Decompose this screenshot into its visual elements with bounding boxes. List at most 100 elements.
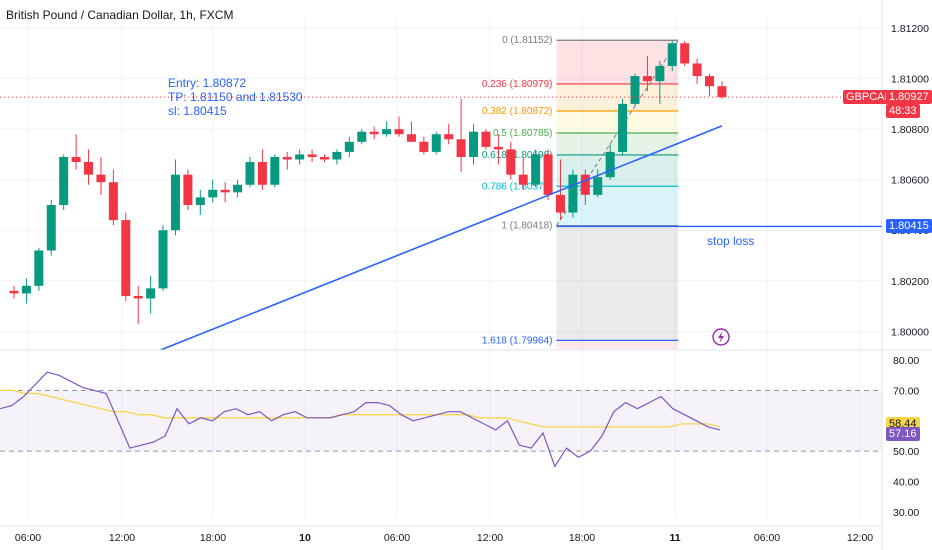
- candle-body: [9, 290, 19, 294]
- candle-body: [469, 131, 479, 157]
- candle-body: [680, 43, 690, 64]
- candle-body: [121, 220, 131, 296]
- candle-body: [183, 174, 193, 205]
- candle-body: [208, 189, 218, 198]
- price-tick-label: 1.80200: [891, 276, 929, 288]
- candle-body: [158, 230, 168, 289]
- candle-body: [96, 174, 106, 183]
- countdown-label: 48:33: [886, 104, 920, 119]
- rsi-tick-label: 80.00: [893, 355, 919, 367]
- candle-body: [444, 134, 454, 140]
- time-tick-label: 12:00: [847, 532, 873, 544]
- candle-body: [543, 154, 553, 195]
- price-tick-label: 1.80800: [891, 124, 929, 136]
- fib-level-label: 1 (1.80418): [501, 221, 552, 232]
- candle-body: [320, 156, 329, 160]
- time-tick-label: 12:00: [477, 532, 503, 544]
- candle-body: [394, 129, 404, 135]
- price-tick-label: 1.80600: [891, 175, 929, 187]
- time-tick-label: 10: [299, 532, 311, 544]
- candle-body: [34, 250, 44, 286]
- candle-body: [518, 174, 528, 185]
- chart-title: British Pound / Canadian Dollar, 1h, FXC…: [6, 8, 234, 22]
- fib-level-label: 0.5 (1.80785): [493, 128, 553, 139]
- rsi-value-label: 57.16: [886, 427, 920, 442]
- candle-body: [220, 189, 230, 193]
- candle-body: [717, 86, 727, 98]
- rsi-line: [0, 371, 721, 468]
- candle-body: [369, 131, 379, 135]
- candle-body: [170, 174, 180, 231]
- candle-body: [531, 154, 541, 185]
- candle-body: [282, 156, 292, 160]
- candle-body: [59, 156, 69, 205]
- fib-level-label: 0.236 (1.80979): [482, 79, 553, 90]
- candle-body: [555, 194, 565, 213]
- candle-body: [382, 129, 392, 135]
- candle-body: [456, 139, 466, 157]
- candle-body: [84, 162, 94, 175]
- time-tick-label: 12:00: [109, 532, 135, 544]
- candle-body: [332, 151, 342, 160]
- candle-body: [605, 151, 615, 178]
- rsi-tick-label: 40.00: [893, 477, 919, 489]
- candle-body: [705, 76, 715, 87]
- candle-body: [307, 154, 317, 157]
- rsi-band: [0, 390, 882, 452]
- time-tick-label: 18:00: [569, 532, 595, 544]
- rsi-tick-label: 30.00: [893, 507, 919, 519]
- price-tick-label: 1.81000: [891, 74, 929, 86]
- fib-level-label: 0.618 (1.80698): [482, 150, 553, 161]
- candle-body: [21, 285, 31, 294]
- fib-level-label: 1.618 (1.79964): [482, 335, 553, 346]
- rsi-ma-line: [0, 389, 721, 428]
- candle-body: [406, 134, 416, 142]
- candle-body: [481, 131, 491, 147]
- lightning-icon: [712, 328, 730, 346]
- fib-zone: [556, 225, 679, 341]
- candle-body: [667, 43, 677, 67]
- time-tick-label: 11: [669, 532, 680, 544]
- price-tick-label: 1.80000: [891, 326, 929, 338]
- price-tick-label: 1.81200: [891, 23, 929, 35]
- stop-loss-text: stop loss: [707, 234, 755, 249]
- candle-body: [493, 146, 503, 150]
- trade-annotation: Entry: 1.80872 TP: 1.81150 and 1.81530 s…: [168, 76, 303, 118]
- candle-body: [580, 174, 590, 195]
- candle-body: [133, 295, 143, 299]
- candle-body: [593, 177, 603, 195]
- symbol-label: GBPCAD: [843, 90, 896, 105]
- candle-body: [146, 288, 156, 299]
- candle-body: [431, 134, 441, 152]
- rsi-tick-label: 50.00: [893, 446, 919, 458]
- candle-body: [108, 182, 118, 221]
- candle-body: [233, 184, 243, 193]
- candle-body: [642, 76, 652, 82]
- time-tick-label: 06:00: [384, 532, 410, 544]
- entry-text: Entry: 1.80872: [168, 76, 247, 90]
- time-tick-label: 06:00: [754, 532, 780, 544]
- fib-level-label: 0 (1.81152): [502, 35, 552, 46]
- fib-extension-zone: [556, 340, 679, 349]
- candle-body: [71, 156, 81, 163]
- candle-body: [46, 204, 56, 251]
- candle-body: [419, 141, 429, 152]
- rsi-tick-label: 70.00: [893, 385, 919, 397]
- tp-text: TP: 1.81150 and 1.81530: [168, 90, 303, 104]
- candle-body: [357, 131, 367, 142]
- fib-zone: [556, 132, 679, 155]
- candle-body: [245, 162, 255, 185]
- candle-body: [506, 149, 516, 175]
- stop-loss-price-label: 1.80415: [886, 219, 932, 234]
- candle-body: [618, 103, 628, 152]
- candle-body: [692, 63, 702, 77]
- candle-body: [257, 162, 267, 185]
- candle-body: [295, 154, 305, 160]
- last-price-label: 1.80927: [886, 90, 932, 105]
- time-tick-label: 06:00: [15, 532, 41, 544]
- sl-text: sl: 1.80415: [168, 104, 227, 118]
- time-tick-label: 18:00: [200, 532, 226, 544]
- candle-body: [655, 66, 665, 82]
- candle-body: [344, 141, 354, 152]
